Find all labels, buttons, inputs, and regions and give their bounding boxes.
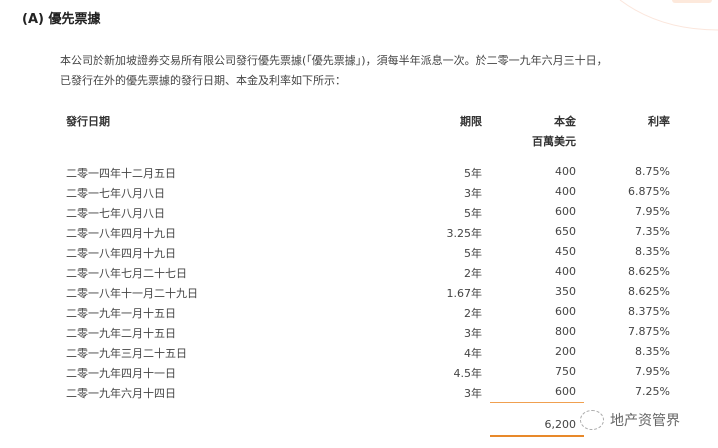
- row-date: 二零一七年八月八日: [66, 187, 165, 200]
- row-rate: 7.95%: [635, 365, 670, 378]
- row-amount: 350: [555, 285, 576, 298]
- row-amount: 600: [555, 305, 576, 318]
- row-term: 3年: [464, 187, 482, 200]
- row-rate: 7.95%: [635, 205, 670, 218]
- row-date: 二零一九年二月十五日: [66, 327, 176, 340]
- header-rate: 利率: [648, 115, 670, 128]
- row-term: 5年: [464, 207, 482, 220]
- row-amount: 600: [555, 205, 576, 218]
- row-rate: 8.375%: [628, 305, 670, 318]
- row-amount: 450: [555, 245, 576, 258]
- row-term: 5年: [464, 247, 482, 260]
- decorative-bar: [672, 0, 712, 3]
- row-rate: 7.35%: [635, 225, 670, 238]
- row-amount: 400: [555, 185, 576, 198]
- row-rate: 8.35%: [635, 345, 670, 358]
- watermark-text: 地产资管界: [610, 413, 680, 429]
- row-amount: 650: [555, 225, 576, 238]
- row-rate: 6.875%: [628, 185, 670, 198]
- row-amount: 600: [555, 385, 576, 398]
- header-amount-unit: 百萬美元: [532, 135, 576, 148]
- row-rate: 8.75%: [635, 165, 670, 178]
- row-date: 二零一九年六月十四日: [66, 387, 176, 400]
- row-date: 二零一七年八月八日: [66, 207, 165, 220]
- row-term: 2年: [464, 267, 482, 280]
- subtotal-rule: [490, 402, 584, 403]
- row-date: 二零一八年四月十九日: [66, 227, 176, 240]
- row-rate: 7.25%: [635, 385, 670, 398]
- intro-paragraph: 本公司於新加坡證券交易所有限公司發行優先票據(「優先票據」)，須每半年派息一次。…: [60, 51, 700, 91]
- decorative-arc: [619, 0, 718, 31]
- header-amount: 本金: [554, 115, 576, 128]
- row-amount: 800: [555, 325, 576, 338]
- row-date: 二零一八年四月十九日: [66, 247, 176, 260]
- row-term: 4年: [464, 347, 482, 360]
- row-rate: 8.35%: [635, 245, 670, 258]
- row-term: 3.25年: [446, 227, 483, 240]
- row-term: 2年: [464, 307, 482, 320]
- watermark: 地产资管界: [580, 410, 680, 430]
- row-date: 二零一九年一月十五日: [66, 307, 176, 320]
- row-term: 3年: [464, 387, 482, 400]
- row-date: 二零一八年十一月二十九日: [66, 287, 198, 300]
- row-term: 1.67年: [446, 287, 483, 300]
- section-title: (A) 優先票據: [22, 12, 101, 27]
- row-rate: 8.625%: [628, 285, 670, 298]
- row-amount: 200: [555, 345, 576, 358]
- row-date: 二零一八年七月二十七日: [66, 267, 187, 280]
- paragraph-line: 本公司於新加坡證券交易所有限公司發行優先票據(「優先票據」)，須每半年派息一次。…: [60, 54, 608, 67]
- header-date: 發行日期: [66, 115, 110, 128]
- wechat-icon: [580, 410, 604, 430]
- row-date: 二零一九年三月二十五日: [66, 347, 187, 360]
- row-amount: 400: [555, 165, 576, 178]
- row-date: 二零一九年四月十一日: [66, 367, 176, 380]
- row-rate: 7.875%: [628, 325, 670, 338]
- row-amount: 750: [555, 365, 576, 378]
- row-term: 3年: [464, 327, 482, 340]
- row-term: 5年: [464, 167, 482, 180]
- header-term: 期限: [460, 115, 482, 128]
- paragraph-line: 已發行在外的優先票據的發行日期、本金及利率如下所示：: [60, 74, 346, 87]
- row-term: 4.5年: [453, 367, 483, 380]
- total-amount: 6,200: [544, 418, 577, 431]
- row-rate: 8.625%: [628, 265, 670, 278]
- row-date: 二零一四年十二月五日: [66, 167, 176, 180]
- row-amount: 400: [555, 265, 576, 278]
- total-rule: [490, 435, 584, 437]
